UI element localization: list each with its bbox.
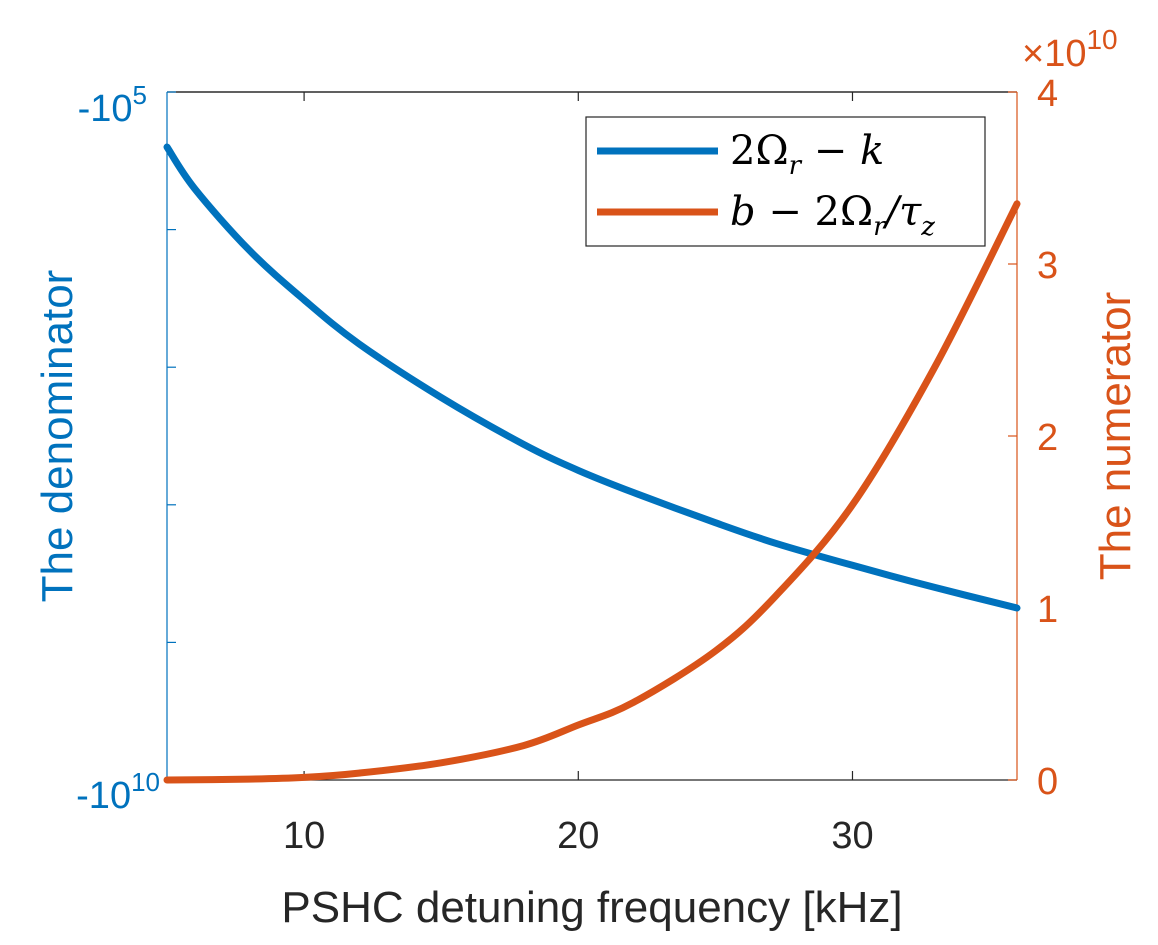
right-tick-label-4: 4 — [1037, 73, 1058, 115]
left-bottom-tick-label: -1010 — [76, 767, 160, 817]
x-tick-label-10: 10 — [283, 815, 325, 857]
x-tick-label-20: 20 — [557, 815, 599, 857]
right-axis-ticks: 0 1 2 3 4 — [1008, 73, 1058, 803]
left-axis-title: The denominator — [33, 270, 82, 603]
left-axis-ticks — [167, 91, 176, 781]
series-line-numerator — [163, 200, 1021, 784]
legend-label-denominator: 2Ωr − k — [730, 128, 884, 181]
legend: 2Ωr − k b − 2Ωr/τz — [585, 116, 986, 247]
legend-box — [585, 116, 986, 247]
x-tick-label-30: 30 — [831, 815, 873, 857]
right-axis-title: The numerator — [1091, 292, 1140, 581]
right-tick-label-0: 0 — [1037, 761, 1058, 803]
right-tick-label-3: 3 — [1037, 245, 1058, 287]
legend-label-numerator: b − 2Ωr/τz — [730, 189, 935, 242]
series-line-denominator — [163, 143, 1021, 612]
right-tick-label-1: 1 — [1037, 589, 1058, 631]
x-axis-title: PSHC detuning frequency [kHz] — [281, 883, 902, 932]
right-tick-label-2: 2 — [1037, 417, 1058, 459]
right-axis-multiplier: ×1010 — [1022, 24, 1118, 75]
x-axis-ticks: 10 20 30 — [283, 92, 874, 857]
left-top-tick-label: -105 — [78, 80, 147, 130]
